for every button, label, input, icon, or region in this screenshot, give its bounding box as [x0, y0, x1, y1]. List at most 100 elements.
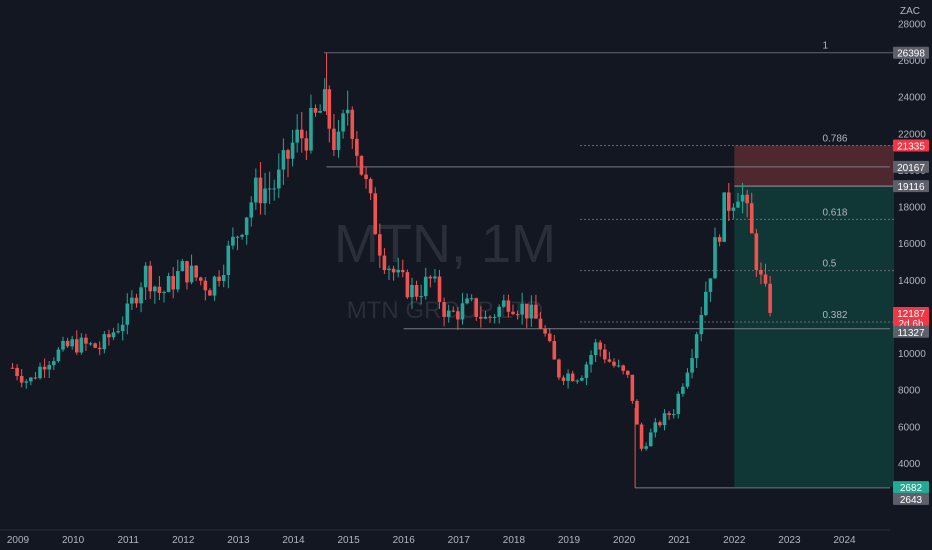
bullish-candle: [410, 285, 414, 298]
bullish-candle: [483, 316, 488, 319]
bullish-candle: [111, 332, 116, 338]
bearish-candle: [368, 179, 373, 194]
bullish-candle: [38, 366, 42, 379]
y-tick-label: 28000: [898, 19, 926, 30]
y-tick-label: 6000: [898, 422, 921, 433]
x-tick-label: 2023: [778, 535, 801, 546]
bearish-candle: [625, 370, 630, 375]
bearish-candle: [391, 268, 396, 273]
bearish-candle: [364, 174, 368, 180]
bullish-candle: [244, 217, 249, 235]
bearish-candle: [552, 341, 557, 360]
bullish-candle: [713, 237, 717, 279]
bullish-candle: [47, 364, 52, 370]
bearish-candle: [717, 237, 722, 242]
bearish-candle: [10, 367, 15, 369]
bearish-candle: [373, 193, 378, 235]
bullish-candle: [580, 377, 584, 381]
bullish-candle: [79, 337, 84, 353]
price-label-box: [893, 180, 929, 193]
bullish-candle: [162, 292, 166, 294]
fib-level-label: 0.618: [822, 207, 847, 218]
bullish-candle: [648, 432, 653, 447]
bullish-candle: [460, 303, 465, 320]
bullish-candle: [685, 372, 690, 387]
bearish-candle: [299, 129, 304, 139]
bullish-candle: [446, 310, 451, 317]
x-tick-label: 2012: [172, 535, 195, 546]
currency-label: ZAC: [900, 6, 920, 17]
bullish-candle: [254, 177, 258, 203]
bullish-candle: [501, 300, 506, 307]
price-label-text: 2643: [900, 495, 923, 506]
bearish-candle: [203, 280, 208, 291]
bullish-candle: [694, 334, 699, 359]
price-label: 20167: [893, 160, 929, 174]
x-tick-label: 2017: [448, 535, 471, 546]
bullish-candle: [731, 207, 736, 211]
bearish-candle: [382, 255, 387, 271]
bearish-candle: [630, 374, 635, 401]
bullish-candle: [102, 334, 107, 350]
bullish-candle: [736, 201, 740, 208]
bullish-candle: [120, 324, 125, 332]
price-label-text: 12187: [897, 309, 925, 320]
bearish-candle: [134, 297, 139, 304]
bearish-candle: [515, 314, 520, 316]
bearish-candle: [667, 413, 671, 415]
bullish-candle: [235, 236, 240, 238]
bearish-candle: [65, 340, 70, 347]
bullish-candle: [116, 331, 120, 333]
bullish-candle: [699, 315, 704, 335]
bearish-candle: [378, 234, 382, 256]
bearish-candle: [506, 300, 511, 312]
bearish-candle: [19, 376, 24, 383]
y-tick-label: 14000: [898, 276, 926, 287]
bullish-candle: [681, 386, 685, 394]
x-tick-label: 2010: [62, 535, 85, 546]
price-label-box: [893, 139, 929, 152]
bullish-candle: [175, 271, 180, 290]
fib-level-label: 0.786: [822, 133, 847, 144]
bullish-candle: [139, 287, 143, 304]
x-tick-label: 2018: [503, 535, 526, 546]
price-label: 11327: [893, 325, 929, 339]
bearish-candle: [194, 265, 198, 278]
x-tick-label: 2015: [337, 535, 360, 546]
bullish-candle: [226, 245, 231, 276]
price-label-box: [893, 481, 929, 494]
bearish-candle: [474, 298, 479, 317]
x-tick-label: 2024: [833, 535, 856, 546]
bearish-candle: [428, 276, 433, 279]
bullish-candle: [616, 365, 621, 367]
bearish-candle: [561, 377, 566, 381]
bearish-candle: [524, 303, 529, 319]
bearish-candle: [621, 365, 625, 371]
y-tick-label: 24000: [898, 93, 926, 104]
bullish-candle: [722, 192, 726, 242]
bullish-candle: [189, 265, 194, 283]
bearish-candle: [543, 328, 547, 334]
bearish-candle: [768, 283, 772, 313]
fib-level-label: 1: [822, 41, 828, 52]
bullish-candle: [263, 188, 267, 204]
bullish-candle: [433, 276, 437, 279]
bearish-candle: [258, 177, 263, 204]
bullish-candle: [70, 339, 74, 347]
bullish-candle: [589, 355, 593, 365]
bearish-candle: [479, 316, 483, 319]
bullish-candle: [272, 188, 277, 190]
bearish-candle: [185, 261, 189, 283]
price-label-text: 21335: [897, 141, 925, 152]
bearish-candle: [456, 311, 460, 320]
bullish-candle: [61, 340, 65, 350]
y-tick-label: 26000: [898, 56, 926, 67]
bullish-candle: [318, 110, 322, 113]
bullish-candle: [221, 275, 226, 282]
bullish-candle: [336, 131, 341, 150]
price-label-text: 19116: [897, 182, 925, 193]
bullish-candle: [249, 202, 254, 218]
bearish-candle: [635, 400, 639, 425]
bearish-candle: [405, 272, 410, 298]
